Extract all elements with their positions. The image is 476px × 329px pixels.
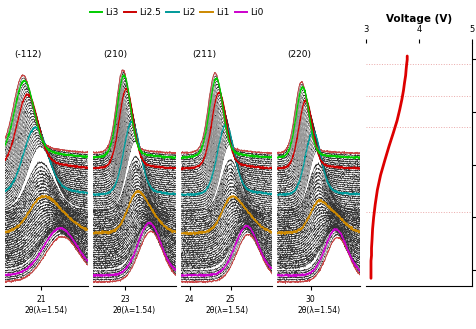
X-axis label: 2θ(λ=1.54): 2θ(λ=1.54) [113,306,156,315]
Legend: Li3, Li2.5, Li2, Li1, Li0: Li3, Li2.5, Li2, Li1, Li0 [86,5,267,21]
Text: (210): (210) [103,50,127,59]
X-axis label: 2θ(λ=1.54): 2θ(λ=1.54) [25,306,68,315]
X-axis label: 2θ(λ=1.54): 2θ(λ=1.54) [205,306,248,315]
X-axis label: 2θ(λ=1.54): 2θ(λ=1.54) [297,306,340,315]
X-axis label: Voltage (V): Voltage (V) [385,14,451,24]
Text: (211): (211) [192,50,216,59]
Text: (-112): (-112) [15,50,42,59]
Text: (220): (220) [287,50,311,59]
